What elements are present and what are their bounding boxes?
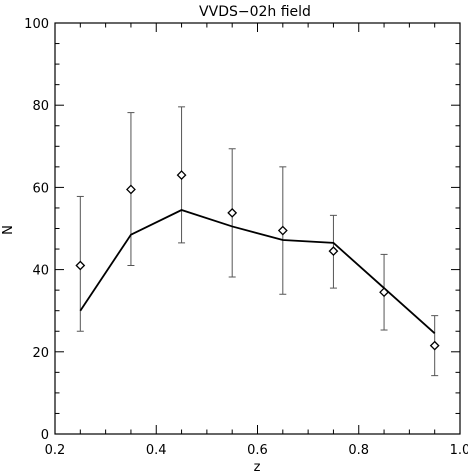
x-axis-label: z: [254, 460, 261, 474]
data-markers: [75, 170, 440, 351]
x-tick-label: 1.0: [450, 443, 468, 458]
y-tick-label: 0: [41, 428, 49, 443]
data-point: [379, 287, 389, 298]
x-tick-label: 0.6: [247, 443, 268, 458]
data-point: [176, 170, 187, 180]
data-point: [227, 207, 238, 218]
axis-ticks: [54, 22, 461, 435]
y-tick-label: 20: [32, 346, 49, 361]
y-tick-label: 60: [32, 181, 49, 196]
data-point: [328, 246, 339, 257]
data-point: [277, 225, 288, 236]
y-tick-label: 100: [24, 17, 49, 32]
y-tick-label: 40: [32, 264, 49, 279]
y-axis-label: N: [1, 225, 16, 235]
x-tick-label: 0.2: [45, 443, 66, 458]
axis-tick-labels: 0.2 0.4 0.6 0.8 1.0 0 20 40 60 80 100: [24, 17, 468, 458]
data-point: [126, 184, 136, 195]
data-point: [429, 340, 440, 351]
y-tick-label: 80: [32, 99, 49, 114]
model-line: [79, 209, 436, 334]
x-tick-label: 0.4: [146, 443, 167, 458]
data-point: [75, 260, 86, 271]
plot-frame: [54, 22, 461, 435]
x-tick-label: 0.8: [348, 443, 369, 458]
chart-title: VVDS−02h field: [199, 4, 311, 20]
error-bars: [76, 106, 439, 377]
